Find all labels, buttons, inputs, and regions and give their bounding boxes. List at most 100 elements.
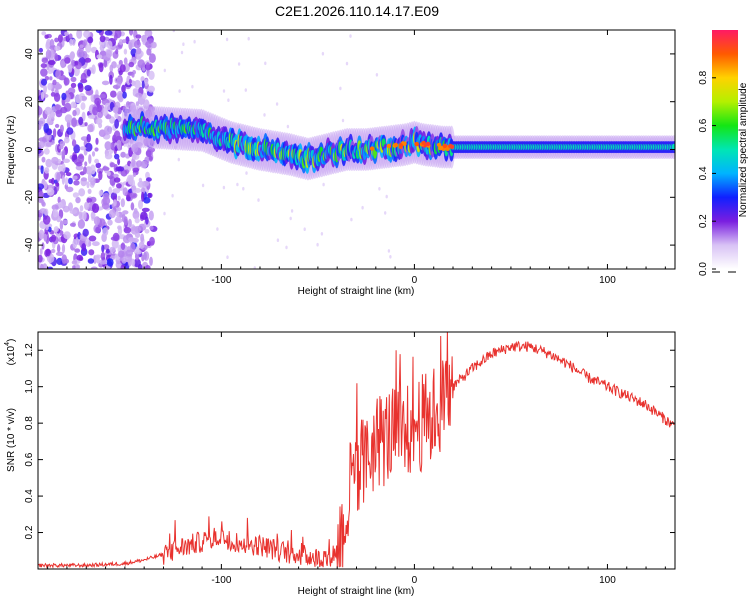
noise-speckle	[98, 62, 104, 73]
noise-speckle	[130, 202, 135, 211]
noise-speckle	[114, 153, 120, 160]
noise-speckle	[385, 194, 388, 199]
noise-speckle	[350, 217, 353, 222]
noise-speckle	[82, 210, 87, 221]
x-tick-label: -100	[211, 275, 231, 286]
noise-speckle	[99, 93, 106, 99]
colorbar-tick-label: 0.2	[698, 214, 709, 228]
noise-speckle	[163, 211, 166, 216]
noise-speckle	[135, 245, 140, 255]
noise-speckle	[84, 57, 92, 63]
noise-speckle	[149, 256, 153, 266]
noise-speckle	[64, 177, 69, 186]
noise-speckle	[87, 124, 94, 133]
noise-speckle	[71, 139, 77, 147]
noise-speckle	[120, 198, 126, 208]
noise-speckle	[65, 172, 72, 177]
noise-speckle	[88, 235, 97, 242]
noise-speckle	[322, 182, 325, 187]
noise-speckle	[142, 92, 147, 100]
noise-speckle	[90, 176, 96, 186]
noise-speckle	[51, 248, 56, 254]
noise-speckle	[40, 63, 47, 69]
noise-speckle	[132, 167, 140, 173]
signal-peak	[398, 143, 403, 148]
snr-scale-base: (x10	[6, 345, 17, 365]
noise-speckle	[75, 161, 83, 167]
noise-speckle	[123, 57, 128, 65]
noise-speckle	[107, 219, 113, 226]
noise-speckle	[361, 205, 364, 210]
noise-speckle	[225, 37, 229, 42]
noise-speckle	[61, 254, 67, 264]
noise-speckle	[49, 109, 55, 119]
snr-scale-label: (x104)	[4, 339, 17, 366]
noise-speckle	[128, 78, 132, 84]
noise-speckle	[99, 44, 105, 52]
noise-speckle	[58, 145, 64, 150]
noise-speckle	[78, 211, 83, 220]
noise-speckle	[134, 217, 140, 224]
noise-speckle	[56, 215, 61, 223]
noise-speckle	[47, 266, 53, 269]
noise-speckle	[108, 186, 113, 195]
noise-speckle	[117, 250, 125, 258]
svg-text:(x104): (x104)	[4, 339, 17, 366]
noise-speckle	[57, 196, 61, 204]
noise-speckle	[72, 239, 78, 249]
noise-speckle	[72, 109, 77, 117]
noise-speckle	[73, 144, 81, 154]
noise-speckle	[122, 210, 129, 215]
noise-speckle	[94, 147, 99, 152]
noise-speckle	[108, 209, 116, 219]
noise-speckle	[41, 31, 47, 36]
noise-speckle	[41, 57, 48, 63]
noise-speckle	[83, 166, 87, 175]
y-tick-label: 1.2	[24, 343, 35, 357]
noise-speckle	[113, 130, 121, 141]
noise-speckle	[111, 238, 119, 249]
noise-speckle	[52, 79, 57, 86]
noise-speckle	[104, 30, 113, 36]
noise-speckle	[91, 151, 96, 157]
noise-speckle	[80, 136, 89, 142]
noise-speckle	[47, 114, 51, 122]
figure-title: C2E1.2026.110.14.17.E09	[275, 3, 439, 19]
noise-speckle	[99, 259, 107, 265]
noise-speckle	[117, 158, 121, 166]
noise-speckle	[41, 156, 46, 163]
noise-speckle	[133, 258, 141, 268]
noise-speckle	[115, 211, 120, 217]
noise-speckle	[106, 40, 113, 49]
noise-speckle	[114, 30, 122, 39]
noise-speckle	[128, 39, 134, 50]
signal-peak	[402, 141, 407, 146]
noise-speckle	[144, 156, 150, 165]
noise-speckle	[109, 74, 113, 85]
noise-speckle	[131, 258, 136, 267]
noise-speckle	[145, 62, 150, 71]
noise-speckle	[80, 102, 86, 110]
noise-speckle	[87, 114, 96, 119]
noise-speckle	[69, 222, 76, 227]
noise-speckle	[148, 156, 153, 161]
noise-speckle	[143, 251, 150, 261]
noise-speckle	[345, 61, 349, 66]
noise-speckle	[135, 47, 142, 55]
noise-speckle	[114, 112, 119, 119]
noise-speckle	[101, 80, 110, 86]
noise-speckle	[227, 98, 230, 102]
noise-speckle	[74, 94, 83, 104]
noise-speckle	[55, 69, 61, 79]
noise-speckle	[242, 186, 245, 191]
noise-speckle	[135, 34, 142, 39]
noise-speckle	[43, 233, 47, 242]
noise-speckle	[123, 227, 132, 234]
noise-speckle	[38, 141, 45, 149]
noise-speckle	[115, 166, 123, 172]
noise-speckle	[389, 254, 392, 259]
noise-speckle	[133, 40, 141, 49]
noise-speckle	[42, 215, 51, 225]
noise-speckle	[51, 177, 55, 185]
noise-speckle	[134, 79, 141, 89]
